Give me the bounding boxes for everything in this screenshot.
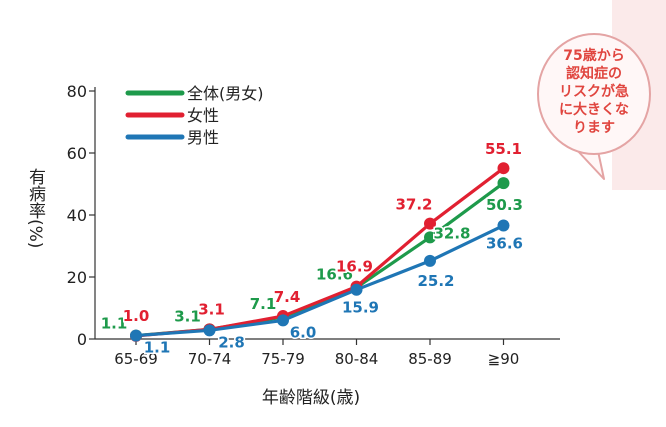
callout-text: 75歳から 認知症の リスクが急 に大きくな ります <box>559 48 629 136</box>
data-point <box>424 254 436 267</box>
data-point <box>277 314 289 327</box>
callout-bubble: 75歳から 認知症の リスクが急 に大きくな ります <box>537 33 651 155</box>
data-label: 3.1 <box>198 300 225 318</box>
data-point <box>497 177 510 190</box>
x-axis-title: 年齢階級(歳) <box>262 388 360 408</box>
series-line <box>134 223 506 338</box>
data-label: 55.1 <box>485 140 522 158</box>
legend-label: 女性 <box>187 106 219 125</box>
legend-label: 男性 <box>187 128 219 147</box>
y-tick-label: 0 <box>77 330 87 349</box>
data-label: 16.9 <box>336 258 373 276</box>
y-tick-label: 40 <box>67 206 87 225</box>
data-label: 37.2 <box>395 196 432 214</box>
y-axis-title: 有病率(%) <box>25 168 46 248</box>
data-label: 1.1 <box>144 339 171 357</box>
data-point <box>424 231 436 244</box>
y-tick-label: 60 <box>67 144 87 163</box>
data-label: 7.4 <box>274 288 301 306</box>
data-point <box>350 283 363 296</box>
data-point <box>203 324 216 337</box>
x-tick-label: ≧90 <box>488 350 520 368</box>
data-label: 7.1 <box>250 295 277 313</box>
x-tick-label: 70-74 <box>188 350 232 368</box>
x-tick-label: 80-84 <box>335 350 379 368</box>
data-label: 3.1 <box>174 307 201 325</box>
data-label: 2.8 <box>218 333 245 351</box>
legend-label: 全体(男女) <box>187 84 264 103</box>
data-label: 1.0 <box>123 307 150 325</box>
data-point <box>497 219 510 232</box>
x-tick-label: 75-79 <box>261 350 305 368</box>
data-label: 50.3 <box>486 196 523 214</box>
data-label: 32.8 <box>433 224 470 242</box>
x-tick-label: 85-89 <box>408 350 452 368</box>
data-label: 16.6 <box>316 266 353 284</box>
data-label: 25.2 <box>417 272 454 290</box>
data-point <box>130 329 142 342</box>
y-tick-label: 80 <box>67 82 87 101</box>
data-label: 6.0 <box>290 323 317 341</box>
data-label: 36.6 <box>486 235 523 253</box>
data-label: 15.9 <box>342 299 379 317</box>
x-tick-label: 65-69 <box>114 350 158 368</box>
data-label: 1.1 <box>101 315 128 333</box>
y-tick-label: 20 <box>67 268 87 287</box>
data-point <box>497 162 510 175</box>
data-point <box>424 217 436 230</box>
